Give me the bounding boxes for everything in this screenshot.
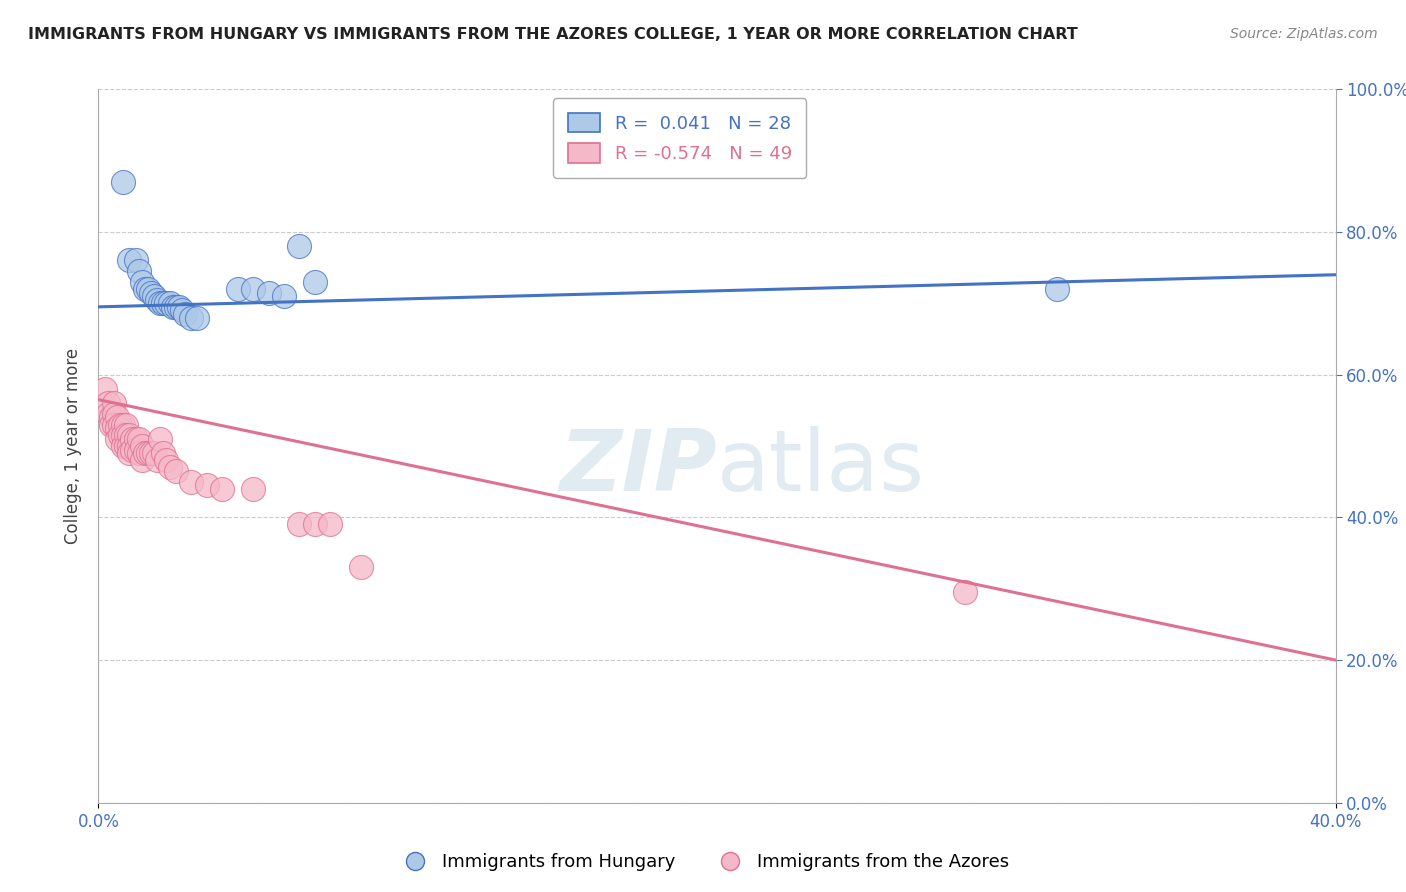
Point [103, 417, 125, 432]
Point [319, 517, 342, 532]
Point [165, 464, 187, 478]
Point [115, 428, 138, 442]
Point [152, 446, 174, 460]
Point [121, 432, 143, 446]
Point [136, 282, 159, 296]
Point [105, 410, 128, 425]
Point [242, 282, 264, 296]
Text: ZIP: ZIP [560, 425, 717, 509]
Point [155, 453, 177, 467]
Point [124, 432, 146, 446]
Point [112, 417, 135, 432]
Point [149, 296, 172, 310]
Point [174, 307, 197, 321]
Point [100, 417, 122, 432]
Point [155, 296, 177, 310]
Point [149, 432, 172, 446]
Point [100, 410, 122, 425]
Point [118, 253, 141, 268]
Legend: Immigrants from Hungary, Immigrants from the Azores: Immigrants from Hungary, Immigrants from… [389, 847, 1017, 879]
Point [186, 310, 208, 325]
Point [159, 460, 181, 475]
Point [118, 428, 141, 442]
Point [128, 264, 150, 278]
Point [288, 517, 311, 532]
Point [180, 475, 202, 489]
Point [118, 446, 141, 460]
Point [121, 442, 143, 457]
Point [146, 453, 169, 467]
Y-axis label: College, 1 year or more: College, 1 year or more [65, 348, 83, 544]
Point [131, 453, 153, 467]
Point [105, 421, 128, 435]
Point [93, 382, 115, 396]
Point [112, 439, 135, 453]
Point [118, 439, 141, 453]
Point [146, 293, 169, 307]
Point [134, 282, 156, 296]
Point [124, 253, 146, 268]
Point [180, 310, 202, 325]
Point [136, 446, 159, 460]
Point [273, 289, 295, 303]
Point [304, 275, 326, 289]
Point [103, 396, 125, 410]
Point [162, 300, 184, 314]
Point [167, 300, 190, 314]
Point [1046, 282, 1069, 296]
Point [170, 303, 193, 318]
Point [139, 446, 162, 460]
Point [288, 239, 311, 253]
Point [112, 175, 135, 189]
Text: IMMIGRANTS FROM HUNGARY VS IMMIGRANTS FROM THE AZORES COLLEGE, 1 YEAR OR MORE CO: IMMIGRANTS FROM HUNGARY VS IMMIGRANTS FR… [28, 27, 1078, 42]
Point [103, 407, 125, 421]
Point [128, 432, 150, 446]
Point [108, 428, 131, 442]
Point [131, 439, 153, 453]
Legend: R =  0.041   N = 28, R = -0.574   N = 49: R = 0.041 N = 28, R = -0.574 N = 49 [554, 98, 807, 178]
Text: Source: ZipAtlas.com: Source: ZipAtlas.com [1230, 27, 1378, 41]
Point [143, 289, 166, 303]
Point [953, 585, 976, 599]
Point [128, 446, 150, 460]
Point [304, 517, 326, 532]
Point [139, 285, 162, 300]
Point [143, 446, 166, 460]
Point [115, 439, 138, 453]
Point [108, 417, 131, 432]
Point [195, 478, 218, 492]
Point [159, 296, 181, 310]
Text: atlas: atlas [717, 425, 925, 509]
Point [112, 428, 135, 442]
Point [134, 446, 156, 460]
Point [152, 296, 174, 310]
Point [226, 282, 249, 296]
Point [242, 482, 264, 496]
Point [211, 482, 233, 496]
Point [105, 432, 128, 446]
Point [124, 442, 146, 457]
Point [115, 417, 138, 432]
Point [257, 285, 280, 300]
Point [165, 300, 187, 314]
Point [350, 560, 373, 574]
Point [97, 407, 120, 421]
Point [131, 275, 153, 289]
Point [97, 396, 120, 410]
